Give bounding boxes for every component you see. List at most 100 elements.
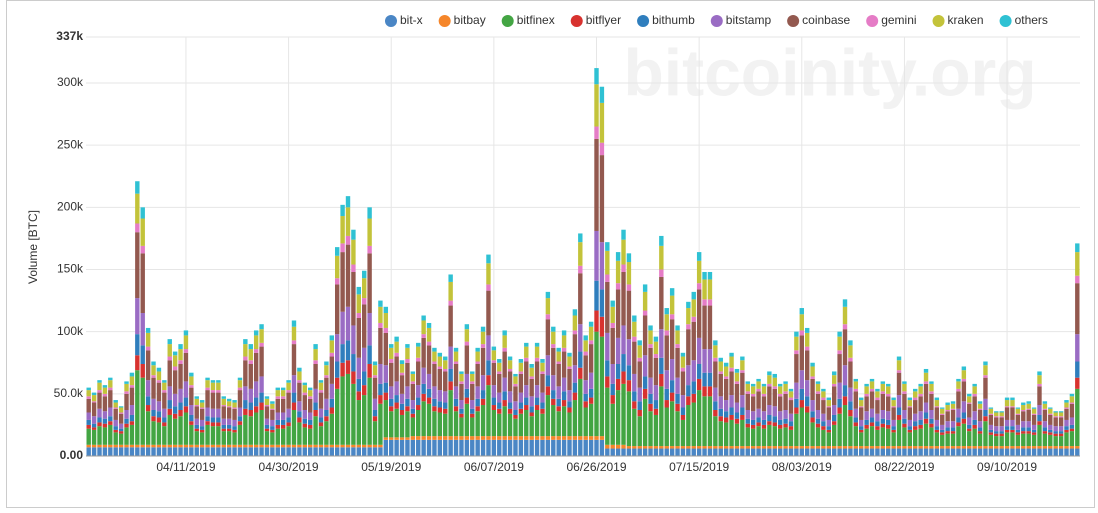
- bar-segment: [983, 375, 988, 378]
- bar-segment: [832, 448, 837, 456]
- bar-segment: [513, 418, 518, 437]
- bar-segment: [291, 447, 297, 456]
- bar-segment: [189, 385, 194, 388]
- bar-segment: [464, 329, 470, 342]
- bar-segment: [691, 321, 696, 361]
- bar-segment: [707, 396, 713, 447]
- bar-segment: [929, 409, 934, 419]
- bar-segment: [345, 447, 351, 456]
- bar-segment: [902, 381, 907, 384]
- bar-segment: [923, 418, 929, 424]
- bar-segment: [318, 444, 324, 448]
- bar-segment: [707, 279, 713, 300]
- bar-segment: [253, 349, 259, 353]
- bar-segment: [486, 436, 491, 440]
- bar-segment: [416, 439, 421, 456]
- legend-marker: [787, 15, 800, 27]
- bar-segment: [977, 427, 983, 432]
- bar-segment: [561, 436, 567, 440]
- bar-segment: [615, 260, 621, 284]
- bar-segment: [151, 375, 156, 378]
- bar-segment: [129, 372, 135, 377]
- bar-segment: [1004, 407, 1010, 420]
- bar-segment: [567, 401, 572, 408]
- bar-segment: [243, 356, 248, 361]
- bar-segment: [1021, 405, 1026, 410]
- bar-segment: [880, 423, 886, 428]
- bar-segment: [983, 446, 988, 449]
- bar-segment: [108, 424, 113, 445]
- bar-segment: [610, 300, 615, 307]
- bar-segment: [999, 426, 1004, 432]
- bar-segment: [999, 436, 1004, 447]
- bar-segment: [632, 391, 637, 402]
- bar-segment: [669, 392, 675, 402]
- bar-segment: [572, 334, 578, 366]
- bar-segment: [443, 371, 448, 392]
- bar-segment: [1053, 433, 1058, 437]
- bar-segment: [594, 68, 599, 85]
- bar-segment: [594, 439, 599, 456]
- bar-segment: [956, 446, 961, 449]
- bar-segment: [1021, 448, 1026, 456]
- bar-segment: [642, 355, 648, 377]
- bar-segment: [648, 411, 653, 447]
- bar-segment: [324, 416, 329, 422]
- bar-segment: [524, 342, 529, 347]
- bar-segment: [1069, 424, 1075, 429]
- bar-segment: [756, 388, 761, 392]
- bar-segment: [135, 298, 140, 335]
- bar-segment: [977, 446, 983, 449]
- bar-segment: [918, 383, 923, 387]
- bar-segment: [956, 448, 961, 456]
- bar-segment: [356, 444, 362, 448]
- bar-segment: [135, 193, 140, 224]
- bar-segment: [529, 376, 534, 379]
- bar-segment: [718, 371, 723, 374]
- bar-segment: [1004, 400, 1010, 407]
- bar-segment: [761, 446, 767, 449]
- bar-segment: [572, 309, 578, 316]
- bar-segment: [1031, 408, 1037, 414]
- bar-segment: [977, 409, 983, 422]
- bar-segment: [967, 431, 972, 447]
- bar-segment: [97, 408, 102, 418]
- bar-segment: [1042, 431, 1048, 434]
- bar-segment: [464, 345, 470, 374]
- bar-segment: [761, 386, 767, 394]
- bar-segment: [988, 424, 994, 430]
- bar-segment: [210, 382, 216, 391]
- bar-segment: [626, 284, 632, 291]
- bar-segment: [108, 377, 113, 381]
- bar-segment: [102, 447, 108, 456]
- bar-segment: [1064, 446, 1069, 449]
- bar-segment: [956, 417, 961, 423]
- bar-segment: [799, 314, 804, 331]
- bar-segment: [399, 393, 405, 404]
- bar-segment: [313, 349, 318, 361]
- bar-segment: [804, 380, 810, 397]
- bar-segment: [648, 347, 653, 378]
- bar-segment: [497, 371, 502, 374]
- bar-segment: [642, 376, 648, 389]
- bar-segment: [194, 444, 199, 448]
- bar-segment: [372, 444, 378, 448]
- bar-segment: [324, 421, 329, 445]
- bar-segment: [1075, 446, 1080, 449]
- bar-segment: [1031, 414, 1037, 425]
- bar-segment: [659, 446, 664, 449]
- bar-segment: [934, 406, 940, 408]
- bar-segment: [799, 400, 804, 408]
- bar-segment: [1064, 400, 1069, 403]
- bar-segment: [86, 390, 91, 397]
- bar-segment: [491, 346, 497, 351]
- bar-segment: [210, 380, 216, 383]
- bar-segment: [226, 444, 232, 448]
- bar-segment: [113, 402, 118, 408]
- bar-segment: [891, 419, 896, 427]
- bar-segment: [97, 444, 102, 448]
- bar-segment: [129, 424, 135, 445]
- bar-segment: [416, 357, 421, 362]
- bar-segment: [594, 310, 599, 332]
- bar-segment: [243, 386, 248, 401]
